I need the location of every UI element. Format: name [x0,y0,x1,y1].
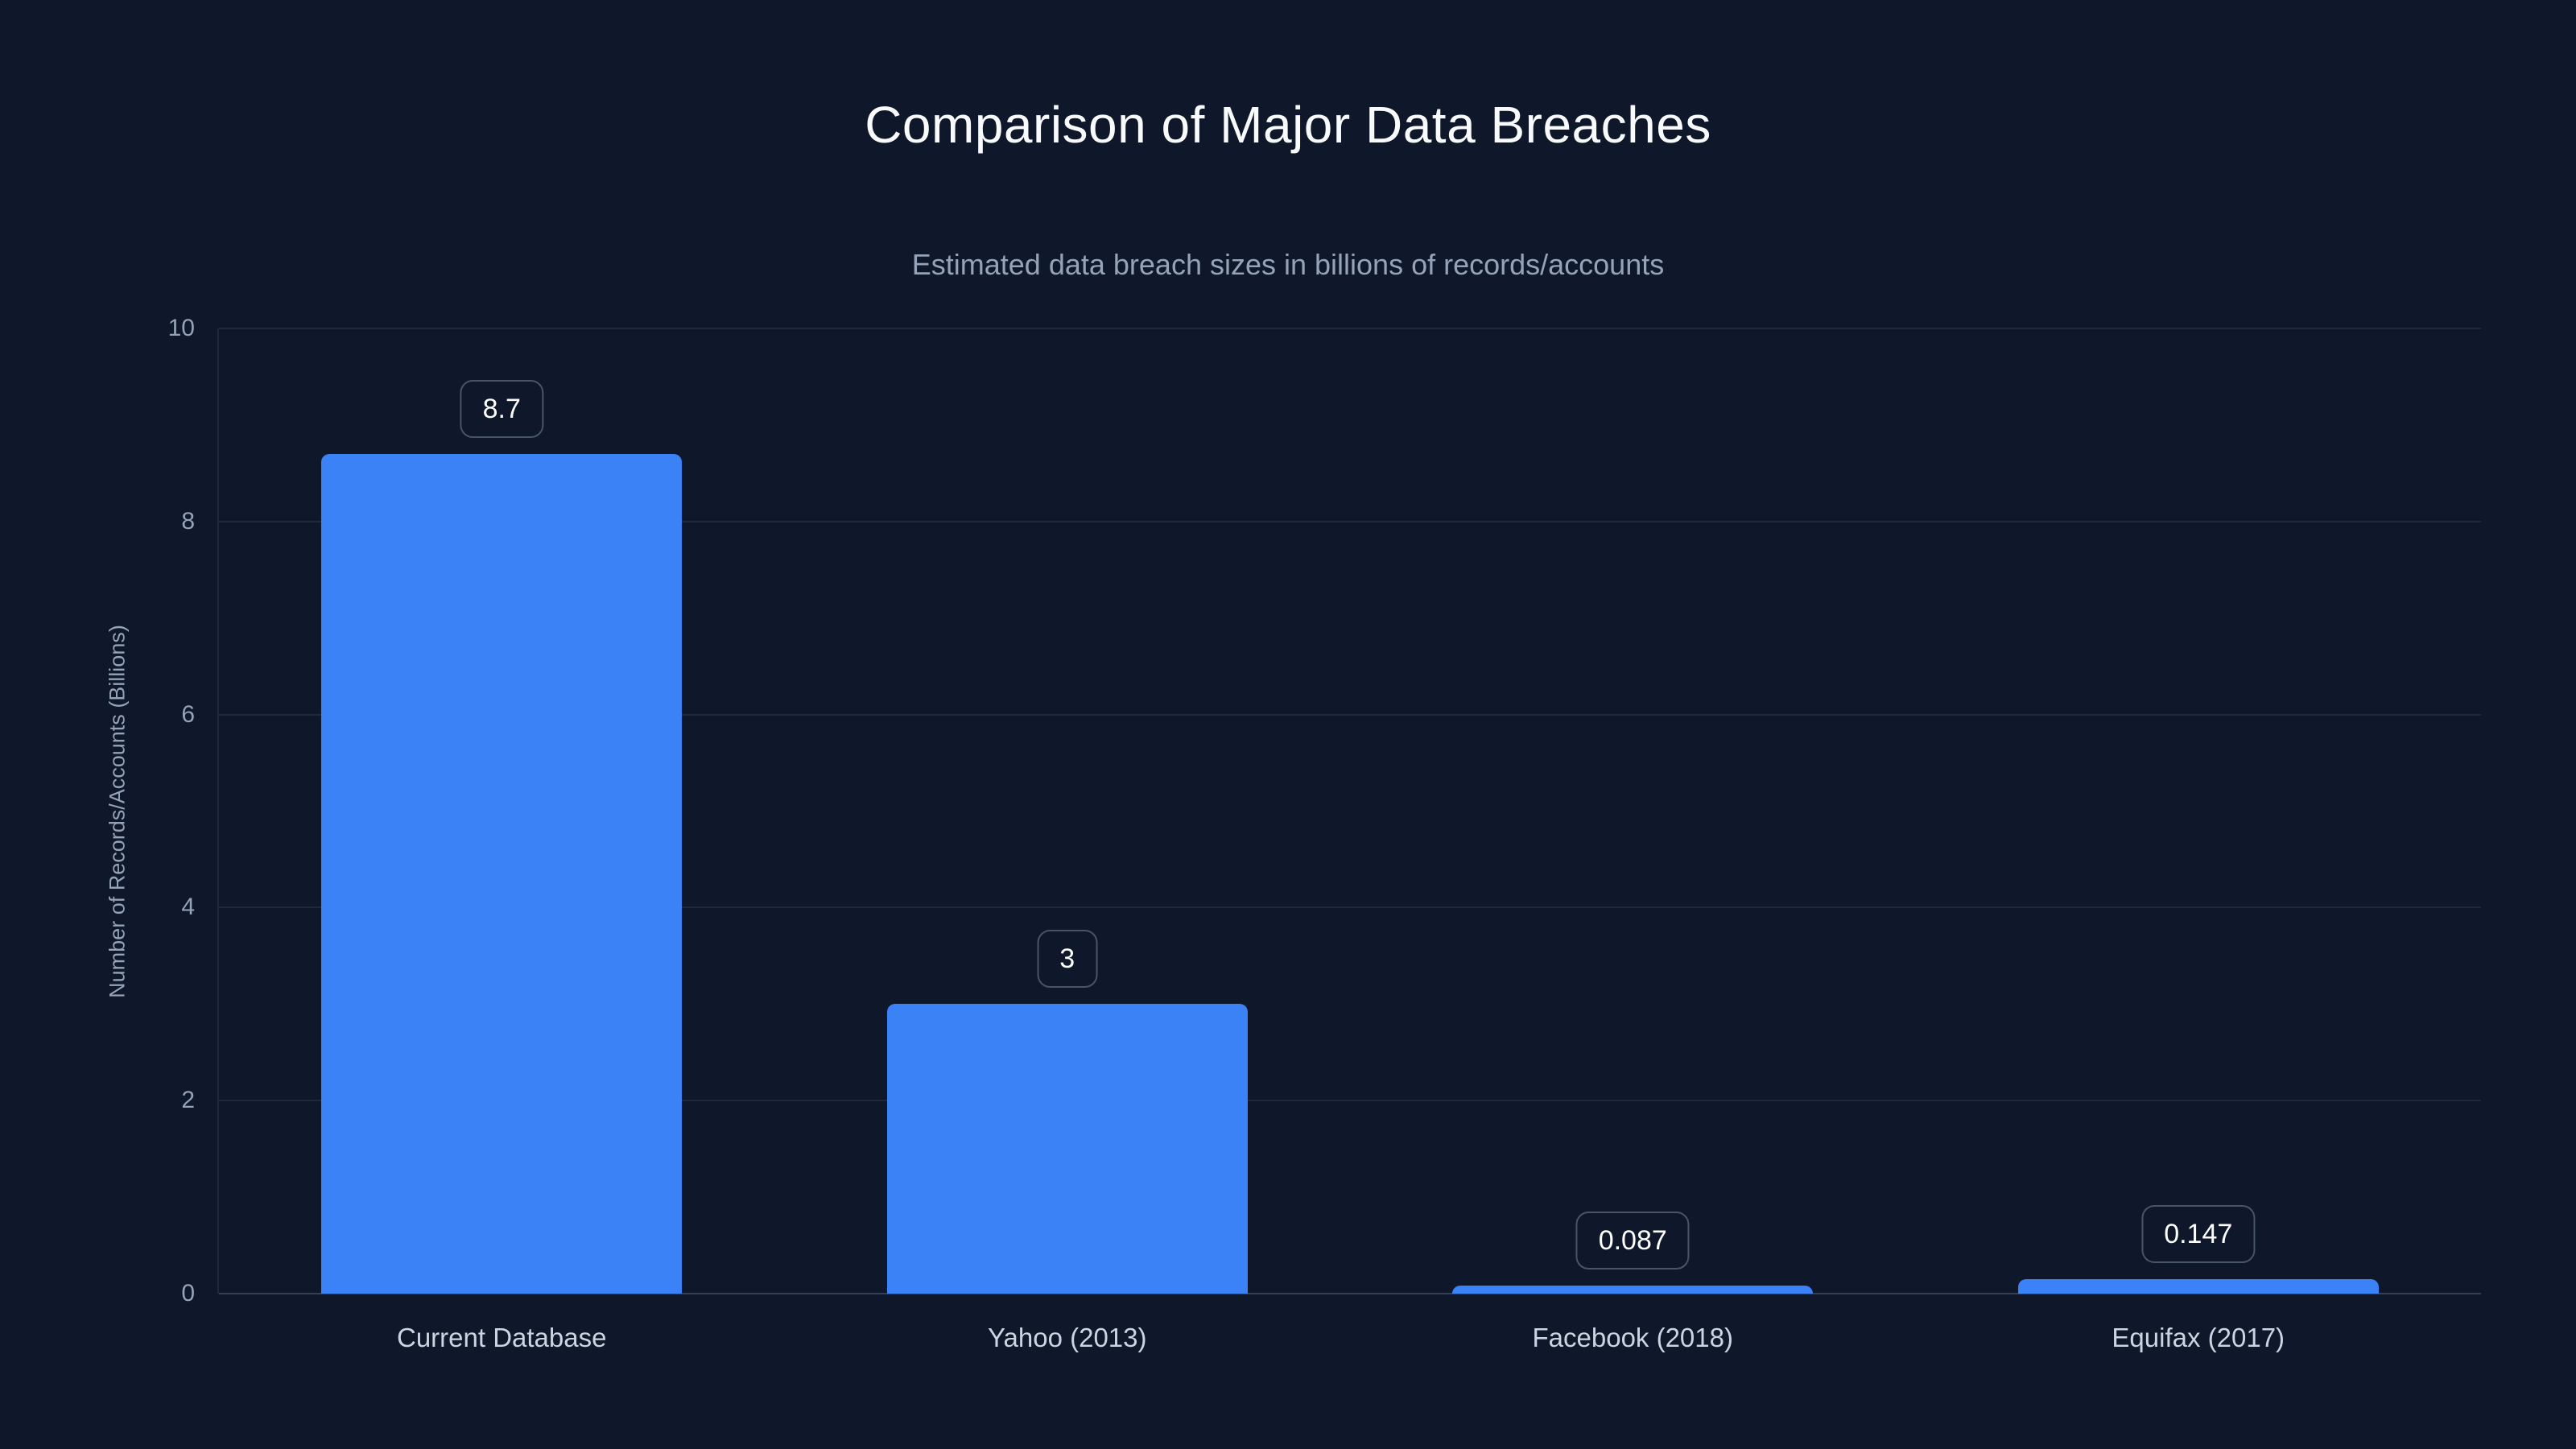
x-category-label: Yahoo (2013) [987,1323,1147,1352]
value-badge: 0.147 [2141,1205,2256,1264]
x-category-label: Equifax (2017) [2112,1323,2285,1352]
y-tick-label: 6 [181,700,195,728]
gridline [219,906,2481,909]
y-tick-label: 8 [181,507,195,535]
x-category-label: Current Database [397,1323,607,1352]
y-tick-label: 10 [167,315,195,341]
plot-area: 0 2 4 6 8 10 8.7 Current Database 3 Yahoo (2013) 0… [168,316,2482,1352]
chart-subtitle: Estimated data breach sizes in billions … [911,248,1665,281]
bar[interactable] [321,453,683,1294]
gridline [219,328,2481,329]
bar-slot: 0.147 Equifax (2017) [1916,328,2482,1352]
y-tick-label: 0 [181,1280,195,1307]
bar[interactable] [2017,1279,2379,1294]
value-badge: 0.087 [1575,1211,1690,1269]
chart-title: Comparison of Major Data Breaches [865,96,1711,154]
x-axis-line [219,1293,2481,1294]
y-axis-label: Number of Records/Accounts (Billions) [105,625,130,998]
value-badge: 3 [1037,930,1098,989]
y-tick-label: 2 [181,1087,195,1114]
bar-slot: 0.087 Facebook (2018) [1350,328,1916,1352]
bar-slot: 3 Yahoo (2013) [785,328,1351,1352]
bar[interactable] [886,1004,1248,1294]
gridline [219,713,2481,716]
x-category-label: Facebook (2018) [1532,1323,1733,1352]
y-tick-label: 4 [181,894,195,921]
value-badge: 8.7 [460,379,543,438]
gridline [219,1100,2481,1102]
bar-slot: 8.7 Current Database [219,328,785,1352]
bar[interactable] [1452,1285,1814,1294]
gridline [219,520,2481,522]
